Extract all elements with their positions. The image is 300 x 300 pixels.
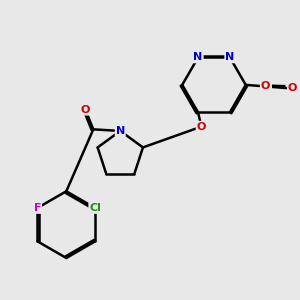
Text: O: O [261,80,270,91]
Text: O: O [262,82,271,92]
Text: N: N [194,52,203,62]
Text: F: F [34,203,41,213]
Text: N: N [116,126,125,136]
Text: O: O [196,122,206,132]
Text: O: O [288,83,297,93]
Text: Cl: Cl [89,203,101,213]
Text: N: N [225,52,235,62]
Text: O: O [81,105,90,115]
